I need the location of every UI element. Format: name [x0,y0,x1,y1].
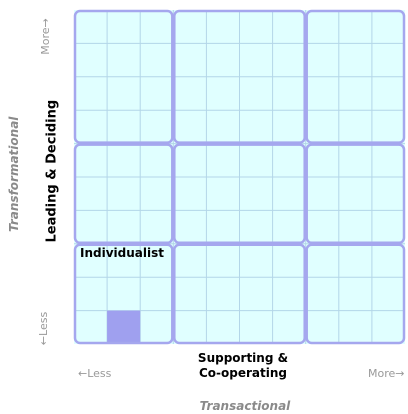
major-cell-border [173,143,306,245]
x-axis-min-label: ←Less [78,367,112,380]
highlight-layer [107,310,141,344]
y-axis-label: Leading & Deciding [44,99,60,243]
quadrant-label-individualist: Individualist [80,246,164,260]
y-axis-min-label: ←Less [37,311,51,346]
major-cell-border [73,143,174,245]
major-cell-border [305,243,406,345]
highlighted-cell [107,310,141,344]
x-axis-label-line1: Supporting & [197,351,289,365]
major-cell-border [73,9,174,144]
major-cell-border [173,243,306,345]
x-axis-label: Supporting & Co-operating [190,351,296,381]
major-cell-border [73,243,174,345]
major-cell-border [305,143,406,245]
x-axis-category-label: Transactional [199,399,291,413]
y-axis-category-label: Transformational [7,116,21,232]
major-grid [73,9,406,345]
y-axis-max-label: More→ [38,18,52,55]
major-cell-border [173,9,306,144]
x-axis-label-line2: Co-operating [198,366,287,380]
x-axis-max-label: More→ [368,367,405,380]
major-cell-border [305,9,406,144]
